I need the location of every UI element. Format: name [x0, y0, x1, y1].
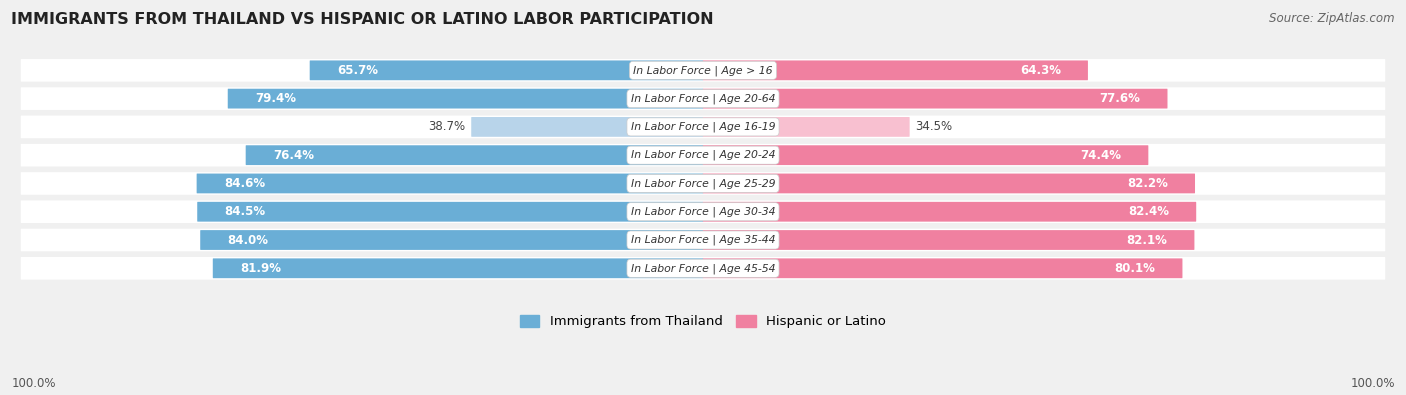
Text: IMMIGRANTS FROM THAILAND VS HISPANIC OR LATINO LABOR PARTICIPATION: IMMIGRANTS FROM THAILAND VS HISPANIC OR …	[11, 12, 714, 27]
Text: 82.2%: 82.2%	[1128, 177, 1168, 190]
FancyBboxPatch shape	[21, 229, 1385, 251]
Text: 79.4%: 79.4%	[254, 92, 295, 105]
Text: 81.9%: 81.9%	[240, 262, 281, 275]
FancyBboxPatch shape	[471, 117, 703, 137]
Text: 65.7%: 65.7%	[337, 64, 378, 77]
Text: 80.1%: 80.1%	[1115, 262, 1156, 275]
FancyBboxPatch shape	[703, 230, 1195, 250]
Text: 100.0%: 100.0%	[11, 377, 56, 389]
Text: In Labor Force | Age 20-64: In Labor Force | Age 20-64	[631, 93, 775, 104]
FancyBboxPatch shape	[21, 172, 1385, 195]
FancyBboxPatch shape	[309, 60, 703, 80]
FancyBboxPatch shape	[703, 117, 910, 137]
Text: 64.3%: 64.3%	[1019, 64, 1060, 77]
FancyBboxPatch shape	[703, 173, 1195, 194]
Text: In Labor Force | Age 25-29: In Labor Force | Age 25-29	[631, 178, 775, 189]
Text: In Labor Force | Age 45-54: In Labor Force | Age 45-54	[631, 263, 775, 274]
FancyBboxPatch shape	[703, 258, 1182, 278]
Text: In Labor Force | Age 35-44: In Labor Force | Age 35-44	[631, 235, 775, 245]
Text: In Labor Force | Age 16-19: In Labor Force | Age 16-19	[631, 122, 775, 132]
Text: 82.1%: 82.1%	[1126, 233, 1167, 246]
FancyBboxPatch shape	[21, 200, 1385, 223]
FancyBboxPatch shape	[246, 145, 703, 165]
FancyBboxPatch shape	[703, 89, 1167, 109]
Text: 82.4%: 82.4%	[1128, 205, 1168, 218]
Text: 100.0%: 100.0%	[1350, 377, 1395, 389]
Text: In Labor Force | Age 30-34: In Labor Force | Age 30-34	[631, 207, 775, 217]
Text: 77.6%: 77.6%	[1099, 92, 1140, 105]
Text: 84.5%: 84.5%	[225, 205, 266, 218]
Text: 84.0%: 84.0%	[228, 233, 269, 246]
FancyBboxPatch shape	[21, 257, 1385, 280]
Text: 84.6%: 84.6%	[224, 177, 264, 190]
FancyBboxPatch shape	[197, 202, 703, 222]
FancyBboxPatch shape	[21, 144, 1385, 166]
FancyBboxPatch shape	[703, 60, 1088, 80]
FancyBboxPatch shape	[21, 87, 1385, 110]
Text: In Labor Force | Age 20-24: In Labor Force | Age 20-24	[631, 150, 775, 160]
FancyBboxPatch shape	[228, 89, 703, 109]
FancyBboxPatch shape	[200, 230, 703, 250]
Text: 74.4%: 74.4%	[1080, 149, 1121, 162]
Legend: Immigrants from Thailand, Hispanic or Latino: Immigrants from Thailand, Hispanic or La…	[515, 310, 891, 334]
Text: In Labor Force | Age > 16: In Labor Force | Age > 16	[633, 65, 773, 75]
FancyBboxPatch shape	[703, 145, 1149, 165]
FancyBboxPatch shape	[21, 59, 1385, 82]
FancyBboxPatch shape	[212, 258, 703, 278]
Text: Source: ZipAtlas.com: Source: ZipAtlas.com	[1270, 12, 1395, 25]
FancyBboxPatch shape	[21, 116, 1385, 138]
Text: 76.4%: 76.4%	[273, 149, 314, 162]
FancyBboxPatch shape	[703, 202, 1197, 222]
FancyBboxPatch shape	[197, 173, 703, 194]
Text: 38.7%: 38.7%	[429, 120, 465, 134]
Text: 34.5%: 34.5%	[915, 120, 952, 134]
